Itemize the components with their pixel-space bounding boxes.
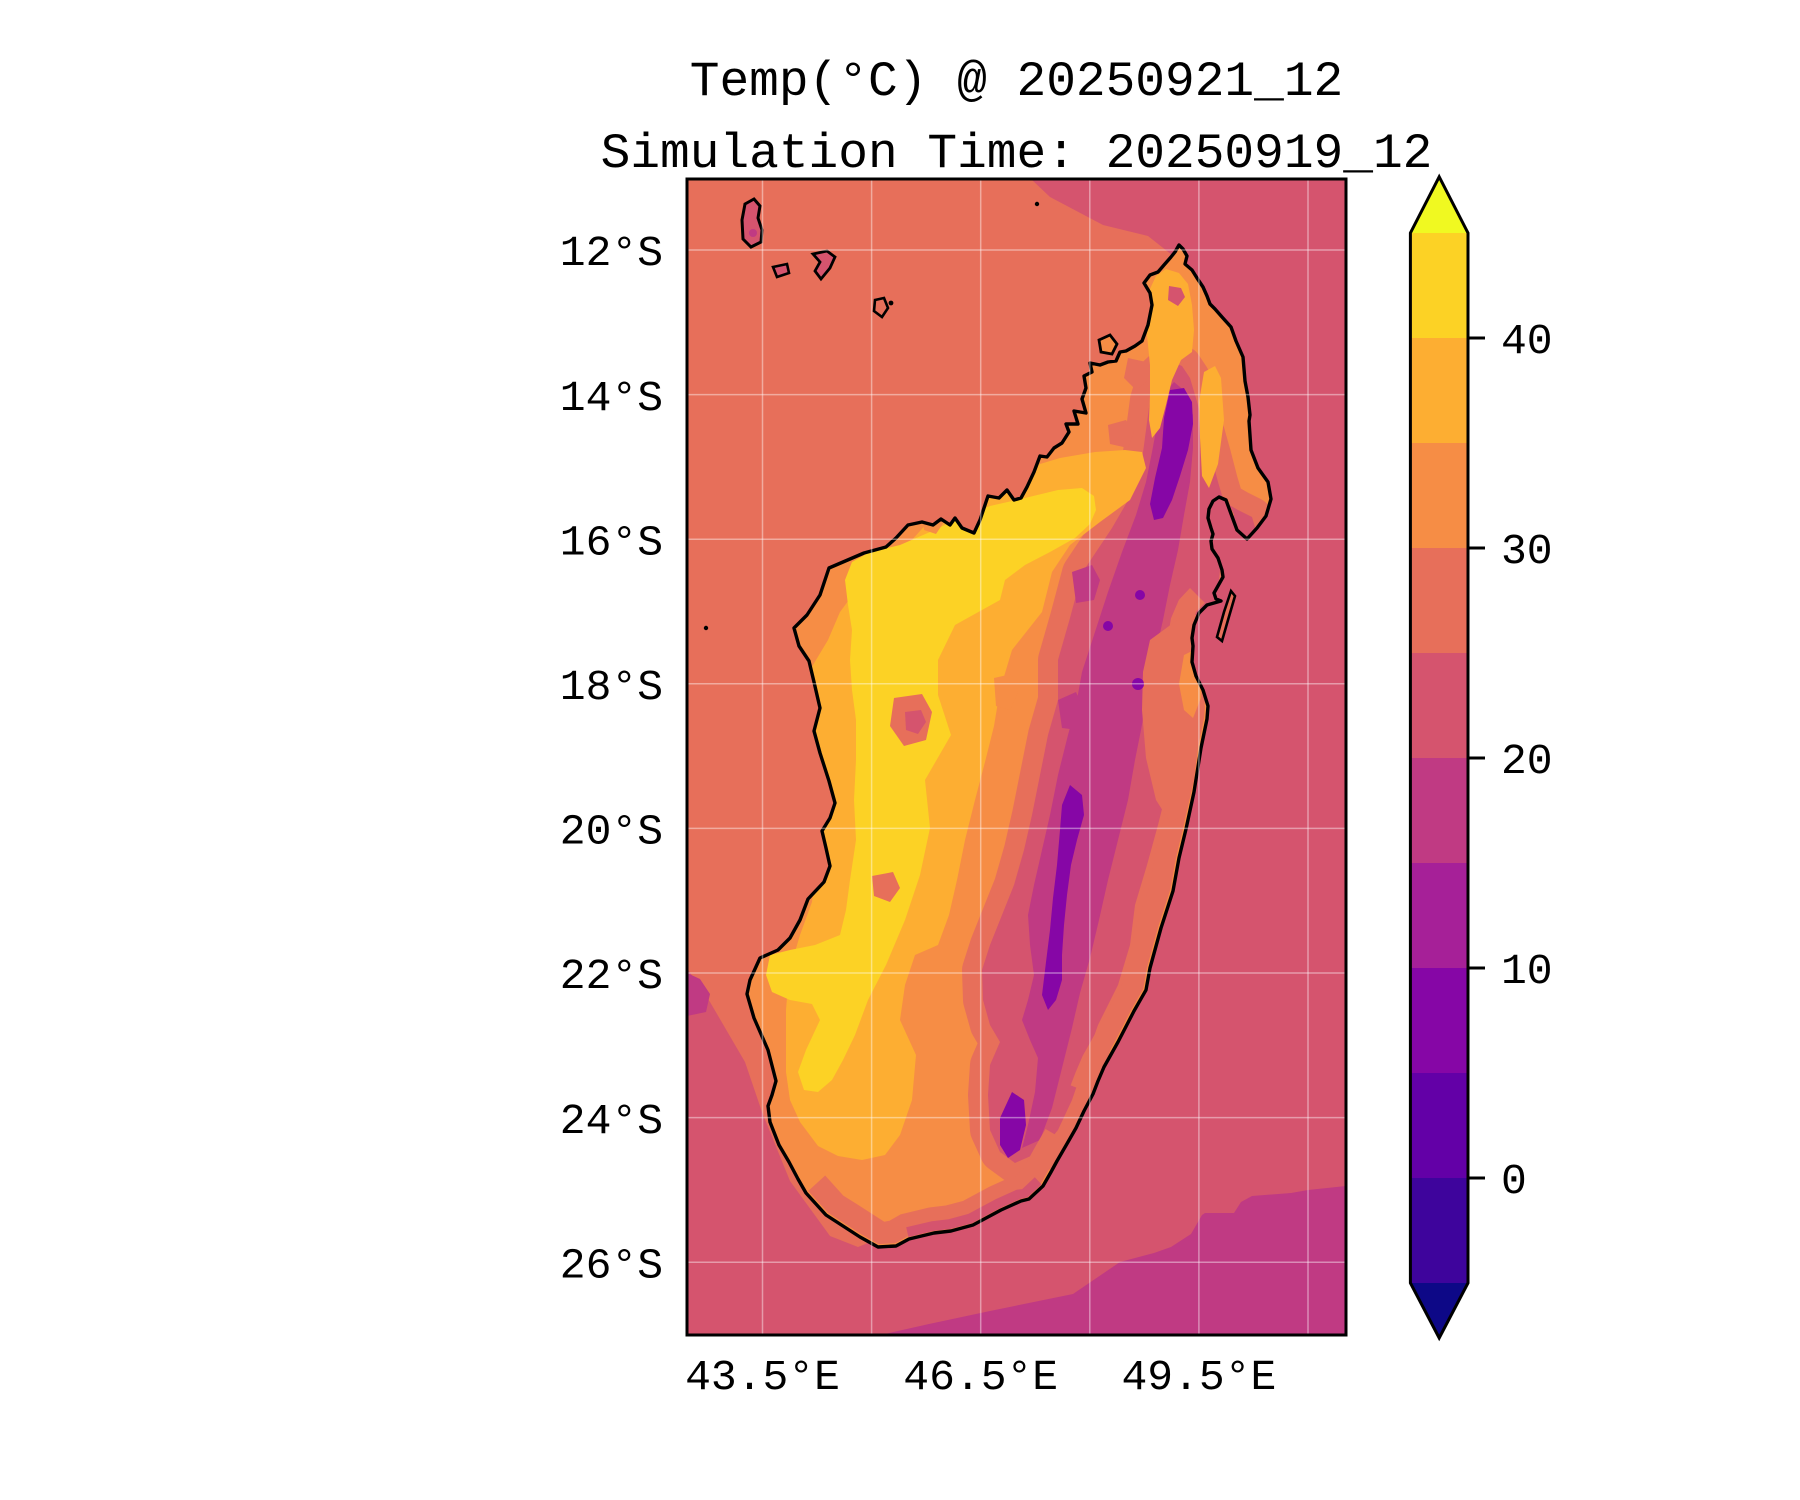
svg-text:Simulation Time: 20250919_12: Simulation Time: 20250919_12 xyxy=(601,126,1433,182)
svg-text:Temp(°C) @ 20250921_12: Temp(°C) @ 20250921_12 xyxy=(690,54,1344,110)
svg-text:20: 20 xyxy=(1501,737,1553,786)
svg-text:22°S: 22°S xyxy=(560,952,663,1001)
svg-text:16°S: 16°S xyxy=(560,518,663,567)
svg-text:26°S: 26°S xyxy=(560,1241,663,1290)
svg-text:10: 10 xyxy=(1501,947,1553,996)
svg-text:12°S: 12°S xyxy=(560,229,663,278)
svg-text:30: 30 xyxy=(1501,527,1553,576)
svg-text:40: 40 xyxy=(1501,317,1553,366)
svg-text:14°S: 14°S xyxy=(560,374,663,423)
svg-text:49.5°E: 49.5°E xyxy=(1121,1353,1276,1402)
svg-text:24°S: 24°S xyxy=(560,1097,663,1146)
svg-text:20°S: 20°S xyxy=(560,808,663,857)
svg-text:46.5°E: 46.5°E xyxy=(903,1353,1058,1402)
svg-text:0: 0 xyxy=(1501,1157,1527,1206)
svg-text:43.5°E: 43.5°E xyxy=(685,1353,840,1402)
svg-text:18°S: 18°S xyxy=(560,663,663,712)
